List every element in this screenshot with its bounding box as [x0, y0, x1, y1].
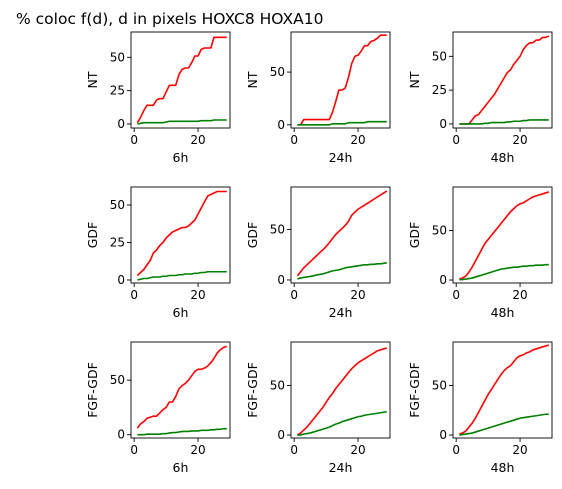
axes-frame [130, 31, 231, 129]
x-tick-label: 20 [350, 288, 365, 302]
subplot-gdf-48h: 0 20 0 50 48h GDF [407, 186, 553, 320]
subplot-nt-48h: 0 20 0 25 50 48h NT [407, 31, 553, 165]
x-tick-label: 0 [130, 288, 138, 302]
y-tick-label: 50 [270, 65, 285, 79]
y-tick-label: 50 [270, 379, 285, 393]
hoxa10-line [459, 119, 549, 125]
y-tick-label: 25 [110, 84, 125, 98]
hoxa10-line [459, 263, 549, 281]
hoxc8-line [296, 190, 388, 277]
axes-frame [130, 186, 231, 284]
y-axis-label: GDF [245, 222, 260, 249]
subplot-gdf-6h: 0 20 0 25 50 6h GDF [85, 186, 231, 320]
axes-frame [130, 341, 231, 439]
x-tick-label: 20 [512, 288, 527, 302]
y-tick-label: 0 [117, 428, 125, 442]
x-tick-label: 20 [512, 443, 527, 457]
y-tick-label: 50 [270, 222, 285, 236]
x-tick-label: 20 [350, 133, 365, 147]
y-tick-label: 0 [439, 428, 447, 442]
hoxc8-line [136, 345, 228, 429]
x-axis-label: 6h [173, 150, 189, 165]
hoxa10-line [137, 270, 227, 281]
subplot-fgf-gdf-24h: 0 20 0 50 24h FGF-GDF [245, 341, 391, 475]
y-axis-label: GDF [85, 222, 100, 249]
hoxc8-line [296, 347, 388, 436]
x-tick-label: 0 [130, 443, 138, 457]
y-tick-label: 50 [432, 49, 447, 63]
hoxa10-line [297, 120, 387, 126]
y-tick-label: 0 [277, 118, 285, 132]
y-tick-label: 50 [432, 379, 447, 393]
x-axis-label: 24h [329, 150, 353, 165]
subplot-fgf-gdf-6h: 0 20 0 50 6h FGF-GDF [85, 341, 231, 475]
y-tick-label: 50 [110, 198, 125, 212]
x-tick-label: 0 [452, 443, 460, 457]
subplot-fgf-gdf-48h: 0 20 0 50 48h FGF-GDF [407, 341, 553, 475]
x-axis-label: 24h [329, 305, 353, 320]
subplot-gdf-24h: 0 20 0 50 24h GDF [245, 186, 391, 320]
hoxc8-line [459, 191, 550, 280]
y-tick-label: 0 [117, 273, 125, 287]
y-axis-label: GDF [407, 222, 422, 249]
hoxc8-line [459, 35, 550, 125]
y-tick-label: 50 [432, 224, 447, 238]
y-axis-label: NT [407, 71, 422, 88]
axes-frame [290, 31, 391, 129]
x-tick-label: 0 [290, 133, 298, 147]
x-tick-label: 20 [350, 443, 365, 457]
y-axis-label: NT [85, 71, 100, 88]
y-axis-label: NT [245, 71, 260, 88]
x-axis-label: 24h [329, 460, 353, 475]
subplot-nt-24h: 0 20 0 50 24h NT [245, 31, 391, 165]
x-tick-label: 0 [452, 288, 460, 302]
hoxc8-line [136, 190, 227, 277]
hoxa10-line [137, 427, 227, 436]
hoxa10-line [297, 261, 387, 280]
hoxc8-line [136, 36, 227, 124]
x-tick-label: 20 [512, 133, 527, 147]
y-tick-label: 25 [110, 236, 125, 250]
hoxa10-line [297, 410, 387, 436]
axes-frame [290, 186, 391, 284]
y-tick-label: 0 [277, 273, 285, 287]
y-tick-label: 0 [439, 273, 447, 287]
x-tick-label: 0 [452, 133, 460, 147]
axes-frame [452, 31, 553, 129]
y-tick-label: 0 [439, 117, 447, 131]
y-axis-label: FGF-GDF [245, 362, 260, 418]
y-axis-label: FGF-GDF [407, 362, 422, 418]
y-axis-label: FGF-GDF [85, 362, 100, 418]
x-axis-label: 6h [173, 460, 189, 475]
hoxc8-line [459, 344, 550, 435]
subplot-nt-6h: 0 20 0 25 50 6h NT [85, 31, 231, 165]
axes-frame [290, 341, 391, 439]
x-axis-label: 48h [491, 460, 515, 475]
hoxa10-line [137, 119, 227, 125]
axes-frame [452, 341, 553, 439]
hoxc8-line [297, 34, 387, 126]
figure-title: % coloc f(d), d in pixels HOXC8 HOXA10 [16, 10, 323, 28]
x-axis-label: 48h [491, 150, 515, 165]
hoxa10-line [459, 413, 549, 436]
x-axis-label: 6h [173, 305, 189, 320]
x-tick-label: 0 [130, 133, 138, 147]
x-tick-label: 20 [190, 443, 205, 457]
x-tick-label: 0 [290, 288, 298, 302]
x-tick-label: 20 [190, 288, 205, 302]
axes-frame [452, 186, 553, 284]
x-tick-label: 20 [190, 133, 205, 147]
y-tick-label: 25 [432, 83, 447, 97]
x-tick-label: 0 [290, 443, 298, 457]
y-tick-label: 50 [110, 50, 125, 64]
y-tick-label: 0 [117, 117, 125, 131]
y-tick-label: 50 [110, 373, 125, 387]
y-tick-label: 0 [277, 428, 285, 442]
x-axis-label: 48h [491, 305, 515, 320]
